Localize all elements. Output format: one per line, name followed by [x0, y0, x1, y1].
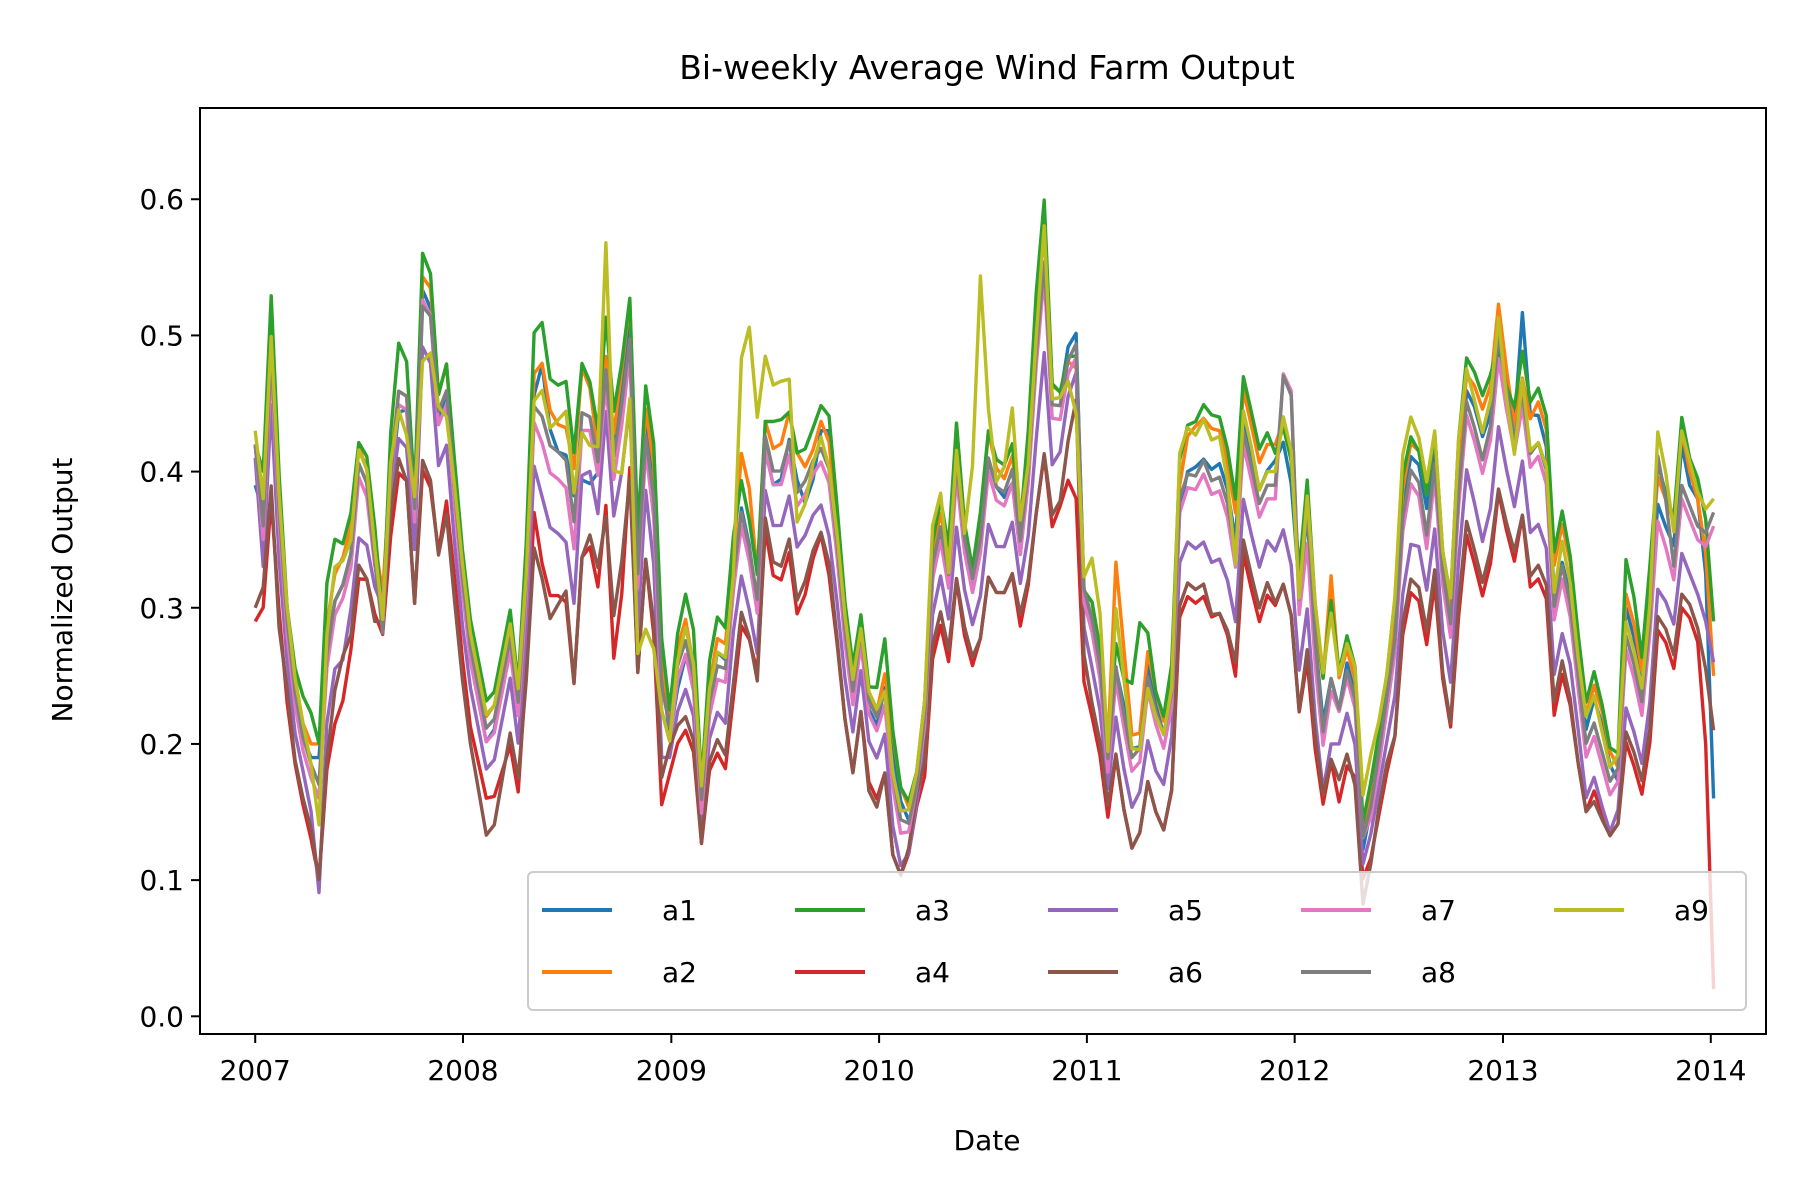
chart-title: Bi-weekly Average Wind Farm Output [679, 48, 1295, 87]
x-tick-label: 2008 [427, 1054, 498, 1087]
plot-area [253, 198, 1716, 990]
x-tick-label: 2012 [1259, 1054, 1330, 1087]
y-tick-label: 0.1 [139, 864, 184, 897]
series-line-a8 [253, 260, 1716, 839]
x-tick-label: 2007 [220, 1054, 291, 1087]
y-tick-label: 0.6 [139, 183, 184, 216]
series-line-a9 [253, 224, 1715, 827]
y-tick-label: 0.2 [139, 728, 184, 761]
legend-label-a4: a4 [915, 956, 950, 989]
legend-label-a7: a7 [1421, 894, 1456, 927]
x-axis-title: Date [954, 1124, 1021, 1157]
legend-box [527, 871, 1747, 1011]
legend-label-a2: a2 [662, 956, 697, 989]
legend-label-a6: a6 [1168, 956, 1203, 989]
y-tick-label: 0.4 [139, 456, 184, 489]
series-line-a3 [253, 198, 1716, 825]
y-tick-label: 0.0 [139, 1000, 184, 1033]
series-line-a6 [253, 398, 1716, 906]
y-tick-label: 0.5 [139, 319, 184, 352]
legend-label-a3: a3 [915, 894, 950, 927]
y-axis-title: Normalized Output [46, 458, 79, 723]
x-tick-label: 2010 [843, 1054, 914, 1087]
legend-label-a5: a5 [1168, 894, 1203, 927]
legend-label-a1: a1 [662, 894, 697, 927]
x-tick-label: 2011 [1051, 1054, 1122, 1087]
y-tick-label: 0.3 [139, 592, 184, 625]
axes: 2007 2008 2009 2010 2011 2012 2013 2014 0.0 0.1 0.… [139, 107, 1767, 1087]
legend-label-a9: a9 [1674, 894, 1709, 927]
x-tick-label: 2013 [1467, 1054, 1538, 1087]
series-line-a5 [253, 345, 1716, 895]
axes-frame [199, 107, 1767, 1035]
x-tick-label: 2009 [636, 1054, 707, 1087]
legend: a1 a2 a3 a4 a5 a6 a7 a8 a9 [527, 871, 1747, 1011]
legend-label-a8: a8 [1421, 956, 1456, 989]
x-tick-label: 2014 [1675, 1054, 1746, 1087]
